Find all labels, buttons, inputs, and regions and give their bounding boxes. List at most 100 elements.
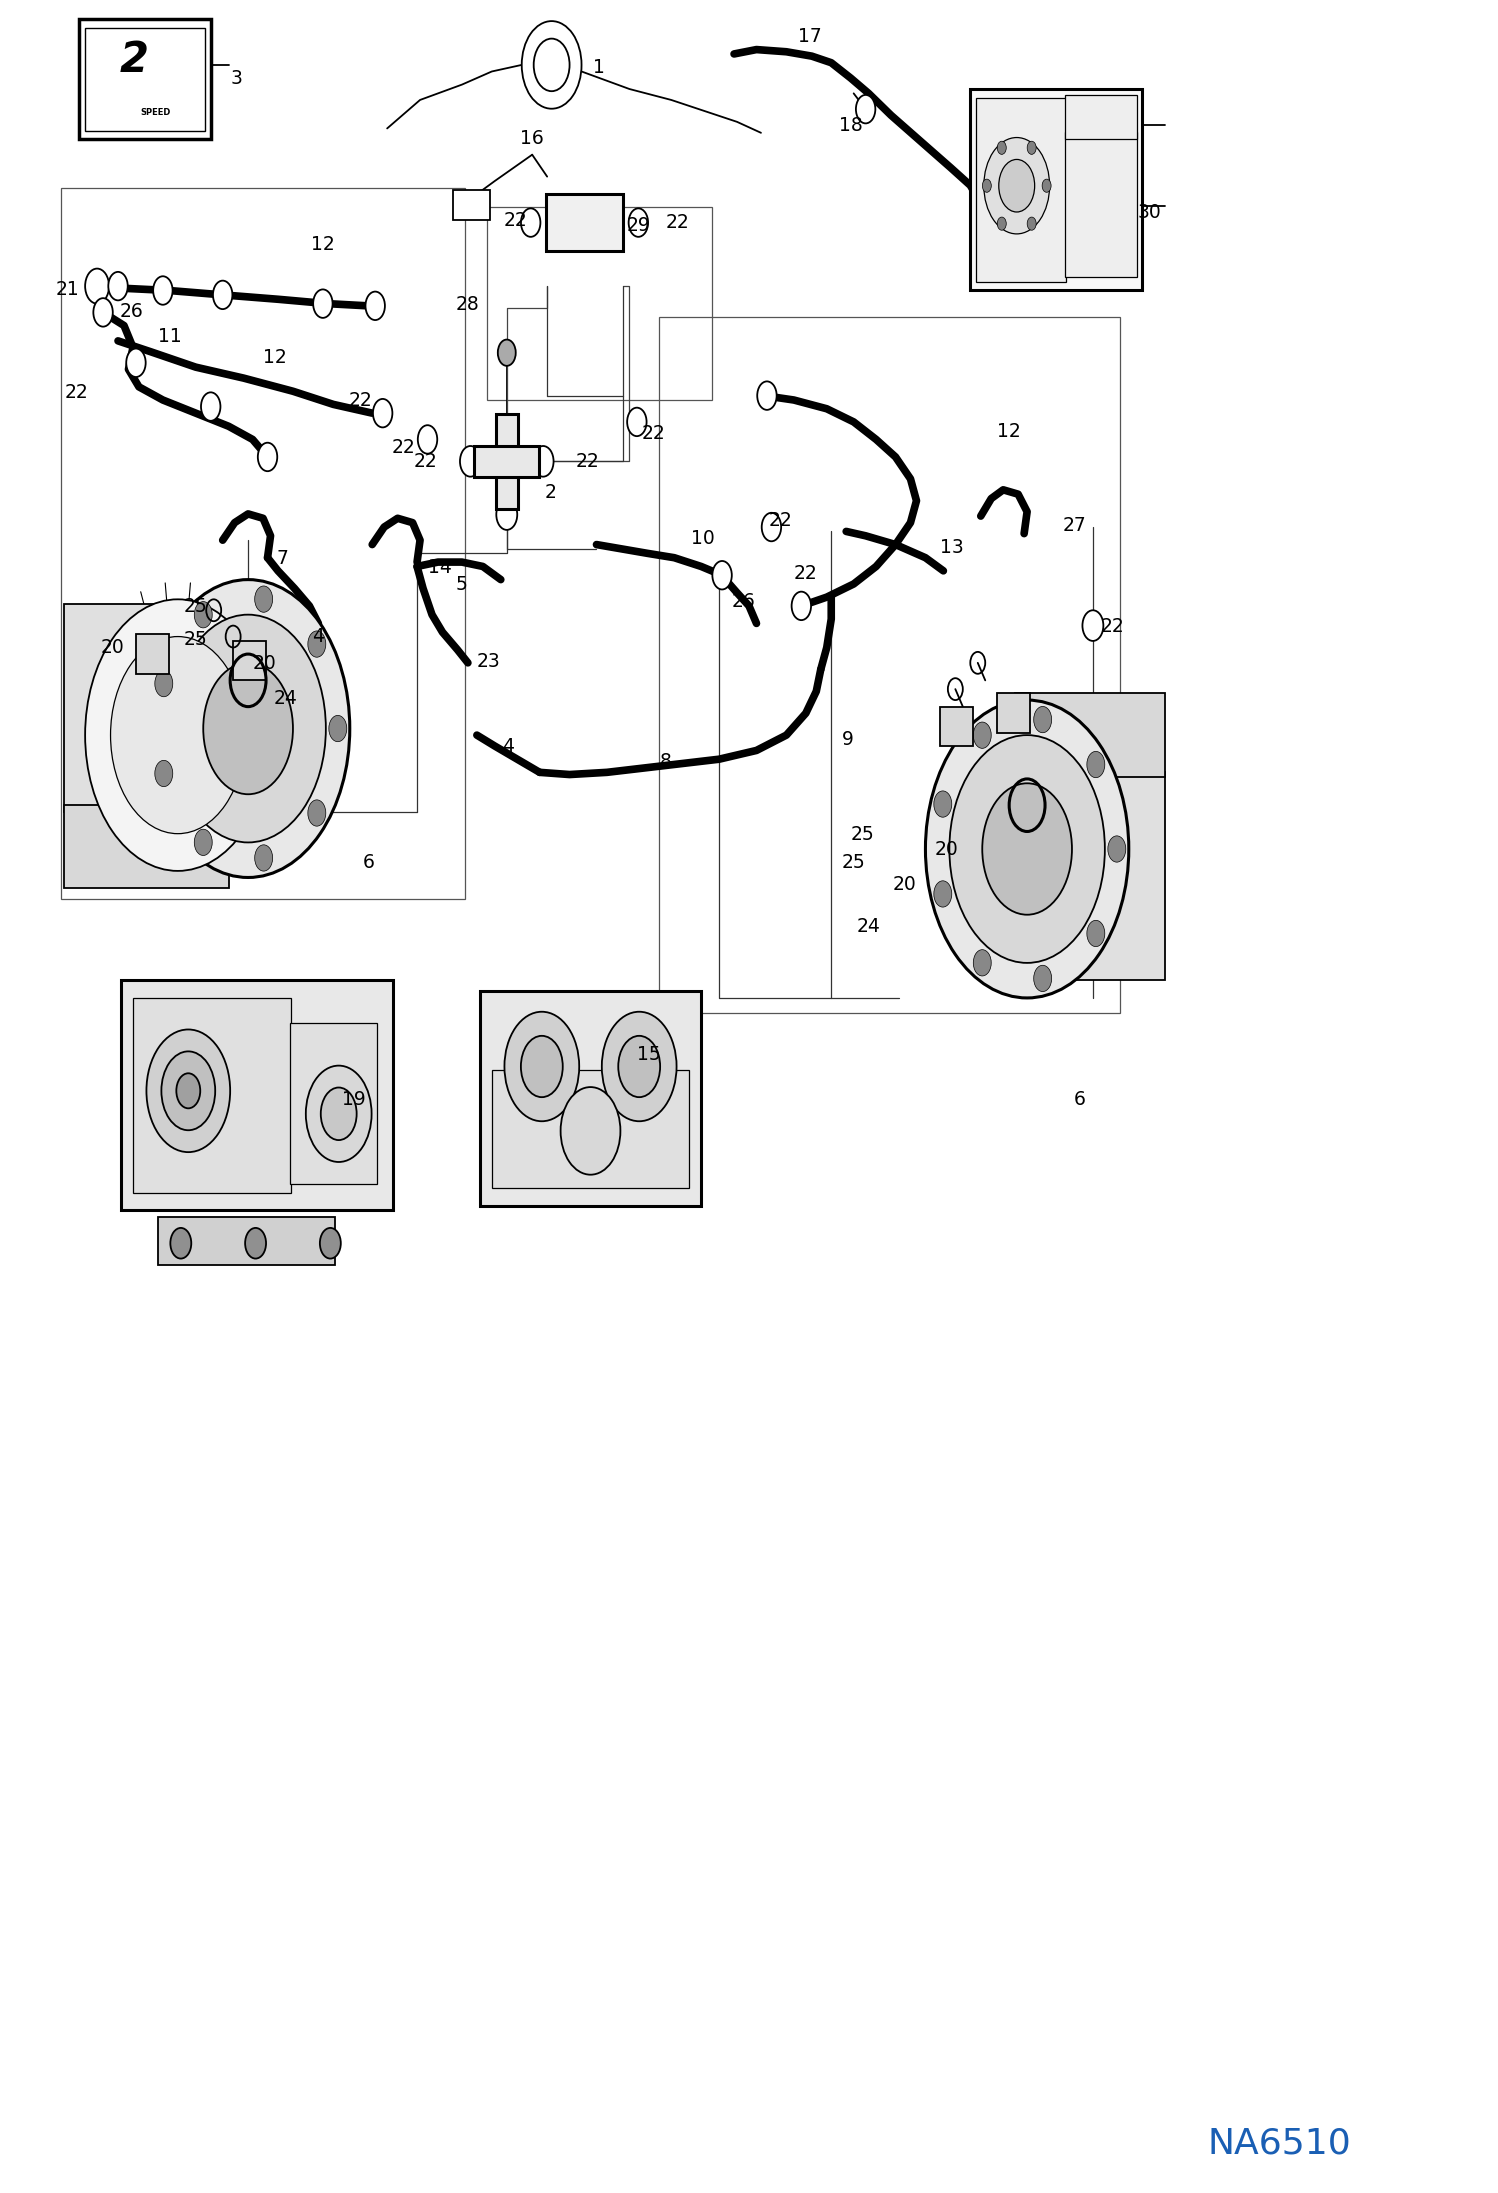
Circle shape (85, 599, 271, 871)
Bar (452, 191, 490, 221)
Circle shape (628, 408, 647, 436)
Circle shape (505, 1011, 580, 1121)
Bar (491, 1070, 689, 1189)
Bar (487, 208, 712, 399)
Text: 6: 6 (1074, 1090, 1086, 1110)
Circle shape (153, 276, 172, 305)
Text: 24: 24 (857, 917, 881, 936)
Circle shape (147, 1029, 231, 1151)
Circle shape (974, 721, 992, 748)
Text: 28: 28 (455, 296, 479, 314)
Text: 1: 1 (593, 57, 605, 77)
Text: 22: 22 (641, 425, 665, 443)
Circle shape (321, 1088, 357, 1140)
Text: 22: 22 (794, 564, 818, 583)
Text: 25: 25 (184, 629, 208, 649)
Circle shape (1109, 836, 1126, 862)
Circle shape (983, 180, 992, 193)
Bar (977, 99, 1065, 281)
Text: 25: 25 (184, 596, 208, 616)
Text: 5: 5 (455, 575, 467, 594)
Circle shape (950, 735, 1106, 963)
Circle shape (533, 445, 554, 476)
Circle shape (998, 140, 1007, 154)
Circle shape (1034, 706, 1052, 732)
Text: 22: 22 (665, 213, 689, 232)
Bar (971, 90, 1143, 289)
Circle shape (258, 443, 277, 471)
Circle shape (460, 445, 481, 476)
Circle shape (1088, 752, 1106, 779)
Bar (133, 998, 291, 1193)
Text: 2: 2 (120, 39, 148, 81)
Text: 20: 20 (253, 654, 276, 673)
Bar (234, 640, 267, 680)
Circle shape (204, 662, 294, 794)
Circle shape (791, 592, 810, 621)
Text: 22: 22 (768, 511, 792, 531)
Bar (475, 445, 539, 478)
Bar (136, 634, 169, 673)
Circle shape (213, 281, 232, 309)
Text: 12: 12 (312, 235, 334, 254)
Text: 20: 20 (893, 875, 917, 895)
Bar (479, 991, 701, 1206)
Text: 4: 4 (313, 627, 325, 647)
Circle shape (309, 632, 325, 658)
Circle shape (255, 586, 273, 612)
Circle shape (619, 1035, 661, 1096)
Text: 26: 26 (120, 303, 144, 320)
Bar (159, 1217, 336, 1265)
Circle shape (171, 1228, 192, 1259)
Circle shape (926, 700, 1129, 998)
Circle shape (497, 340, 515, 366)
Bar (64, 603, 229, 811)
Text: 22: 22 (1101, 616, 1124, 636)
Bar (1065, 94, 1137, 140)
Bar (85, 29, 205, 132)
Circle shape (1034, 965, 1052, 991)
Circle shape (171, 614, 327, 842)
Bar (121, 980, 392, 1211)
Circle shape (85, 268, 109, 303)
Text: 26: 26 (731, 592, 755, 612)
Circle shape (246, 1228, 267, 1259)
Circle shape (309, 800, 325, 827)
Text: 8: 8 (659, 752, 671, 772)
Bar (496, 414, 517, 509)
Bar (64, 805, 229, 888)
Bar (998, 693, 1031, 732)
Text: 22: 22 (577, 452, 599, 471)
Text: 17: 17 (798, 26, 822, 46)
Bar (1016, 693, 1164, 776)
Text: 24: 24 (274, 689, 298, 708)
Text: 9: 9 (842, 730, 854, 750)
Text: 29: 29 (626, 217, 650, 235)
Circle shape (629, 208, 649, 237)
Text: 25: 25 (851, 825, 875, 844)
Circle shape (306, 1066, 372, 1162)
Circle shape (330, 715, 346, 741)
Circle shape (111, 636, 246, 833)
Text: 22: 22 (64, 384, 88, 401)
Text: 7: 7 (277, 548, 289, 568)
Circle shape (162, 1050, 216, 1129)
Circle shape (195, 829, 213, 855)
Text: 12: 12 (264, 349, 286, 366)
Circle shape (521, 1035, 563, 1096)
Text: 2: 2 (544, 482, 556, 502)
Text: 23: 23 (476, 651, 500, 671)
Circle shape (974, 950, 992, 976)
Text: 22: 22 (413, 452, 437, 471)
Text: 21: 21 (55, 281, 79, 298)
Text: 27: 27 (1064, 515, 1086, 535)
Text: 18: 18 (839, 116, 863, 134)
Text: 11: 11 (159, 327, 183, 346)
Bar (1065, 132, 1137, 276)
Circle shape (154, 761, 172, 787)
Text: 3: 3 (231, 68, 243, 88)
Text: 14: 14 (427, 557, 451, 577)
Circle shape (533, 39, 569, 92)
Circle shape (147, 579, 349, 877)
Circle shape (201, 393, 220, 421)
